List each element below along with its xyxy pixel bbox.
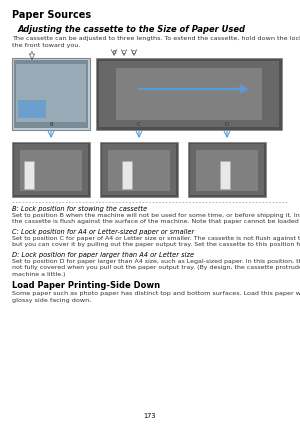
Bar	[14, 60, 88, 128]
Text: Set to position B when the machine will not be used for some time, or before shi: Set to position B when the machine will …	[12, 213, 300, 224]
Bar	[96, 58, 282, 130]
Text: C: C	[122, 50, 126, 55]
Text: D: Lock position for paper larger than A4 or Letter size: D: Lock position for paper larger than A…	[12, 252, 194, 258]
Bar	[108, 150, 170, 191]
Text: B: B	[112, 50, 116, 55]
Bar	[12, 58, 90, 130]
Text: D: D	[225, 122, 229, 127]
Bar	[16, 64, 86, 122]
Bar	[220, 161, 230, 189]
Text: D: D	[132, 50, 136, 55]
Text: C: C	[137, 122, 141, 127]
Text: Paper Sources: Paper Sources	[12, 10, 91, 20]
Text: Adjusting the cassette to the Size of Paper Used: Adjusting the cassette to the Size of Pa…	[18, 25, 246, 34]
Bar	[12, 142, 90, 197]
Text: Load Paper Printing-Side Down: Load Paper Printing-Side Down	[12, 281, 160, 290]
Bar	[122, 161, 132, 189]
Bar	[20, 150, 82, 191]
Text: A: A	[30, 51, 34, 56]
Bar	[102, 144, 176, 195]
Bar	[24, 161, 34, 189]
Text: B: B	[49, 122, 53, 127]
Bar	[18, 100, 46, 118]
Bar	[99, 61, 279, 127]
Bar	[100, 142, 178, 197]
Text: The cassette can be adjusted to three lengths. To extend the cassette, hold down: The cassette can be adjusted to three le…	[12, 36, 300, 48]
Text: 173: 173	[144, 413, 156, 419]
Text: Some paper such as photo paper has distinct top and bottom surfaces. Load this p: Some paper such as photo paper has disti…	[12, 291, 300, 303]
Bar	[116, 68, 262, 120]
Bar	[196, 150, 258, 191]
Bar	[190, 144, 264, 195]
Text: Set to position C for paper of A4 or Letter size or smaller. The cassette is not: Set to position C for paper of A4 or Let…	[12, 236, 300, 247]
Bar	[14, 144, 88, 195]
Text: Set to position D for paper larger than A4 size, such as Legal-sized paper. In t: Set to position D for paper larger than …	[12, 259, 300, 277]
Text: B: Lock position for stowing the cassette: B: Lock position for stowing the cassett…	[12, 206, 147, 212]
Text: C: Lock position for A4 or Letter-sized paper or smaller: C: Lock position for A4 or Letter-sized …	[12, 229, 194, 235]
Bar	[188, 142, 266, 197]
